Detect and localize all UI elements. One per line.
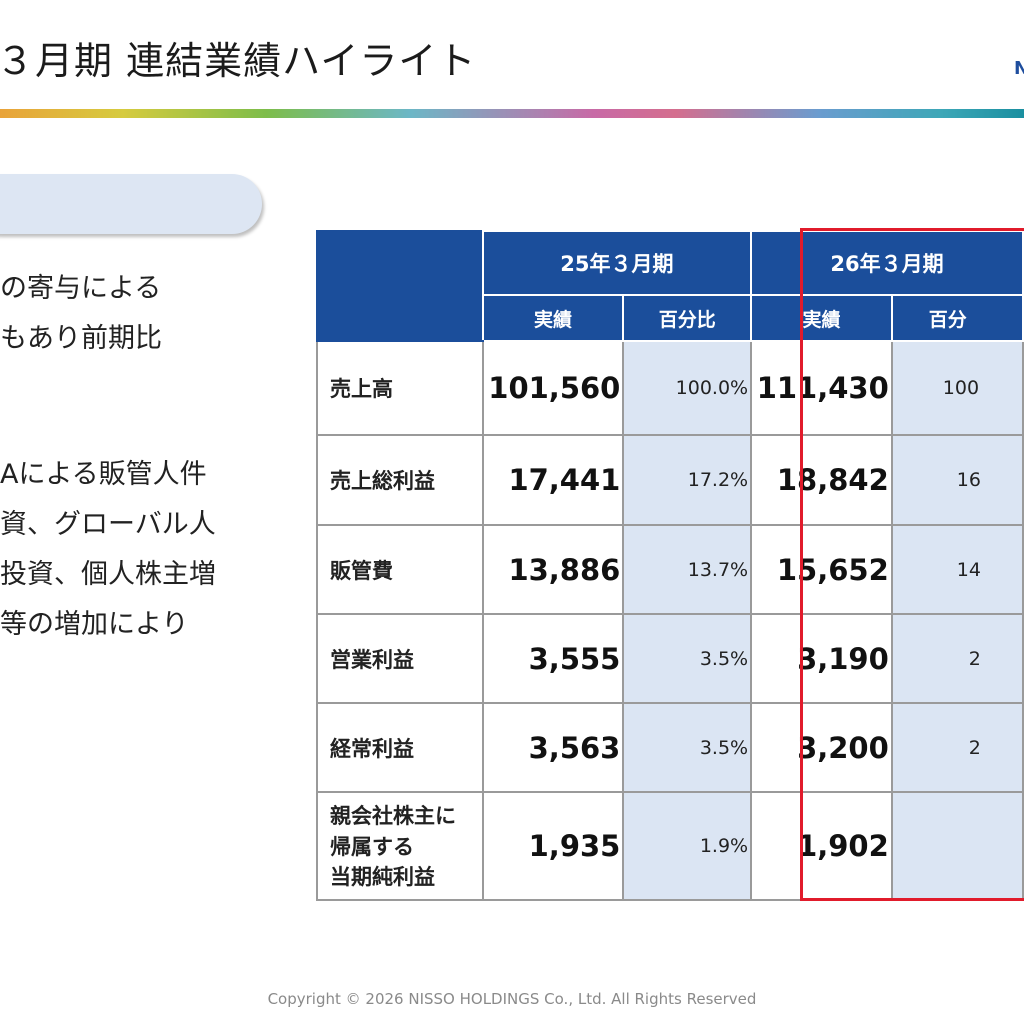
period-header-fy26: 26年３月期 [750,230,1024,296]
ratio-fy26 [890,791,1024,901]
slide-title: ３月期 連結業績ハイライト [0,39,477,83]
table-row: 経常利益 3,563 3.5% 3,200 2 [316,702,1024,793]
label-line: 帰属する [330,834,414,859]
commentary-line: Aによる販管人件 [0,458,207,490]
table-row: 売上総利益 17,441 17.2% 18,842 16 [316,434,1024,526]
commentary-line: 等の増加により [0,608,189,640]
subheader-ratio-fy25: 百分比 [622,294,753,342]
subheader-actual-fy26: 実績 [750,294,893,342]
value-fy25: 13,886 [481,524,625,615]
value-fy25: 1,935 [481,791,625,901]
value-fy26: 1,902 [750,791,893,901]
subheader-ratio-fy26: 百分 [890,294,1024,342]
period-header-fy25: 25年３月期 [481,230,753,296]
value-fy26: 111,430 [750,340,893,436]
value-fy26: 3,190 [750,613,893,704]
label-line: 当期純利益 [330,865,435,890]
value-fy26: 18,842 [750,434,893,526]
copyright-footer: Copyright © 2026 NISSO HOLDINGS Co., Ltd… [267,990,757,1008]
ratio-fy25: 100.0% [622,340,753,436]
table-corner-cell [316,230,484,342]
value-fy26: 3,200 [750,702,893,793]
subheader-actual-fy25: 実績 [481,294,625,342]
ratio-fy25: 13.7% [622,524,753,615]
ratio-fy26: 2 [890,702,1024,793]
header-gradient-divider [0,109,1024,118]
ratio-fy26: 14 [890,524,1024,615]
ratio-fy26: 100 [890,340,1024,436]
value-fy25: 3,563 [481,702,625,793]
value-fy25: 3,555 [481,613,625,704]
commentary-line: 投資、個人株主増 [0,558,216,590]
commentary-line: の寄与による [0,273,162,304]
section-heading-pill [0,174,262,234]
table-row: 売上高 101,560 100.0% 111,430 100 [316,340,1024,436]
ratio-fy25: 3.5% [622,702,753,793]
left-commentary: の寄与による もあり前期比 Aによる販管人件 資、グローバル人 投資、個人株主増… [0,264,260,650]
row-label-sales: 売上高 [316,340,484,436]
value-fy25: 17,441 [481,434,625,526]
ratio-fy26: 16 [890,434,1024,526]
results-table: 25年３月期 26年３月期 実績 百分比 実績 百分 売上高 101,560 1… [316,230,1024,901]
label-line: 親会社株主に [330,804,456,829]
row-label-gross-profit: 売上総利益 [316,434,484,526]
row-label-operating-profit: 営業利益 [316,613,484,704]
table-row: 販管費 13,886 13.7% 15,652 14 [316,524,1024,615]
commentary-line: もあり前期比 [0,322,162,354]
row-label-sga: 販管費 [316,524,484,615]
table-row: 営業利益 3,555 3.5% 3,190 2 [316,613,1024,704]
value-fy25: 101,560 [481,340,625,436]
table-row: 親会社株主に 帰属する 当期純利益 1,935 1.9% 1,902 [316,791,1024,901]
ratio-fy25: 17.2% [622,434,753,526]
value-fy26: 15,652 [750,524,893,615]
row-label-ordinary-profit: 経常利益 [316,702,484,793]
row-label-net-income: 親会社株主に 帰属する 当期純利益 [316,791,484,901]
commentary-line: 資、グローバル人 [0,508,216,540]
company-logo-fragment: N [1014,58,1024,79]
ratio-fy25: 3.5% [622,613,753,704]
ratio-fy25: 1.9% [622,791,753,901]
ratio-fy26: 2 [890,613,1024,704]
